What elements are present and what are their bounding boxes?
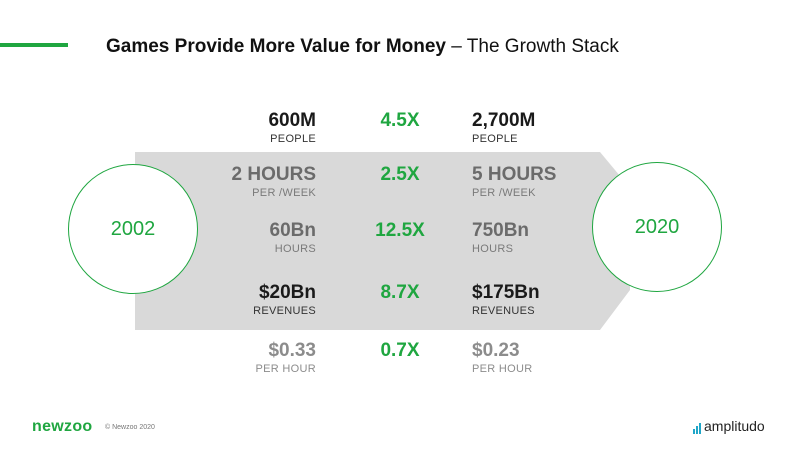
right-value: 5 HOURS [472, 164, 557, 185]
multiplier: 0.7X [380, 340, 420, 361]
year-2020-circle: 2020 [592, 162, 722, 292]
accent-bar [0, 43, 68, 47]
multiplier: 8.7X [380, 282, 420, 303]
left-label: PER /WEEK [252, 187, 316, 199]
right-label: PER HOUR [472, 363, 533, 375]
left-label: PER HOUR [255, 363, 316, 375]
left-label: REVENUES [253, 305, 316, 317]
left-label: HOURS [274, 243, 316, 255]
year-2002-circle: 2002 [68, 164, 198, 294]
copyright: © Newzoo 2020 [105, 424, 155, 431]
right-value: 2,700M [472, 110, 536, 131]
amplitudo-logo-text: amplitudo [704, 418, 765, 434]
right-label: PEOPLE [472, 133, 518, 145]
newzoo-logo: newzoo [32, 418, 93, 435]
right-label: PER /WEEK [472, 187, 536, 199]
left-value: 600M [268, 110, 316, 131]
title-bold: Games Provide More Value for Money [106, 36, 446, 57]
left-value: 60Bn [269, 220, 316, 241]
amplitudo-logo: amplitudo [693, 418, 765, 434]
arrow-shape [135, 152, 630, 330]
right-value: $175Bn [472, 282, 540, 303]
multiplier: 2.5X [380, 164, 420, 185]
left-label: PEOPLE [270, 133, 316, 145]
left-value: $20Bn [258, 282, 316, 303]
multiplier: 4.5X [380, 110, 420, 131]
right-value: $0.23 [472, 340, 520, 361]
right-value: 750Bn [472, 220, 530, 241]
page-title: Games Provide More Value for Money – The… [106, 36, 619, 58]
title-rest: – The Growth Stack [446, 36, 619, 57]
left-value: 2 HOURS [231, 164, 316, 185]
right-label: REVENUES [472, 305, 535, 317]
bar-chart-icon [693, 422, 701, 434]
left-value: $0.33 [268, 340, 316, 361]
right-label: HOURS [472, 243, 514, 255]
multiplier: 12.5X [375, 220, 425, 241]
